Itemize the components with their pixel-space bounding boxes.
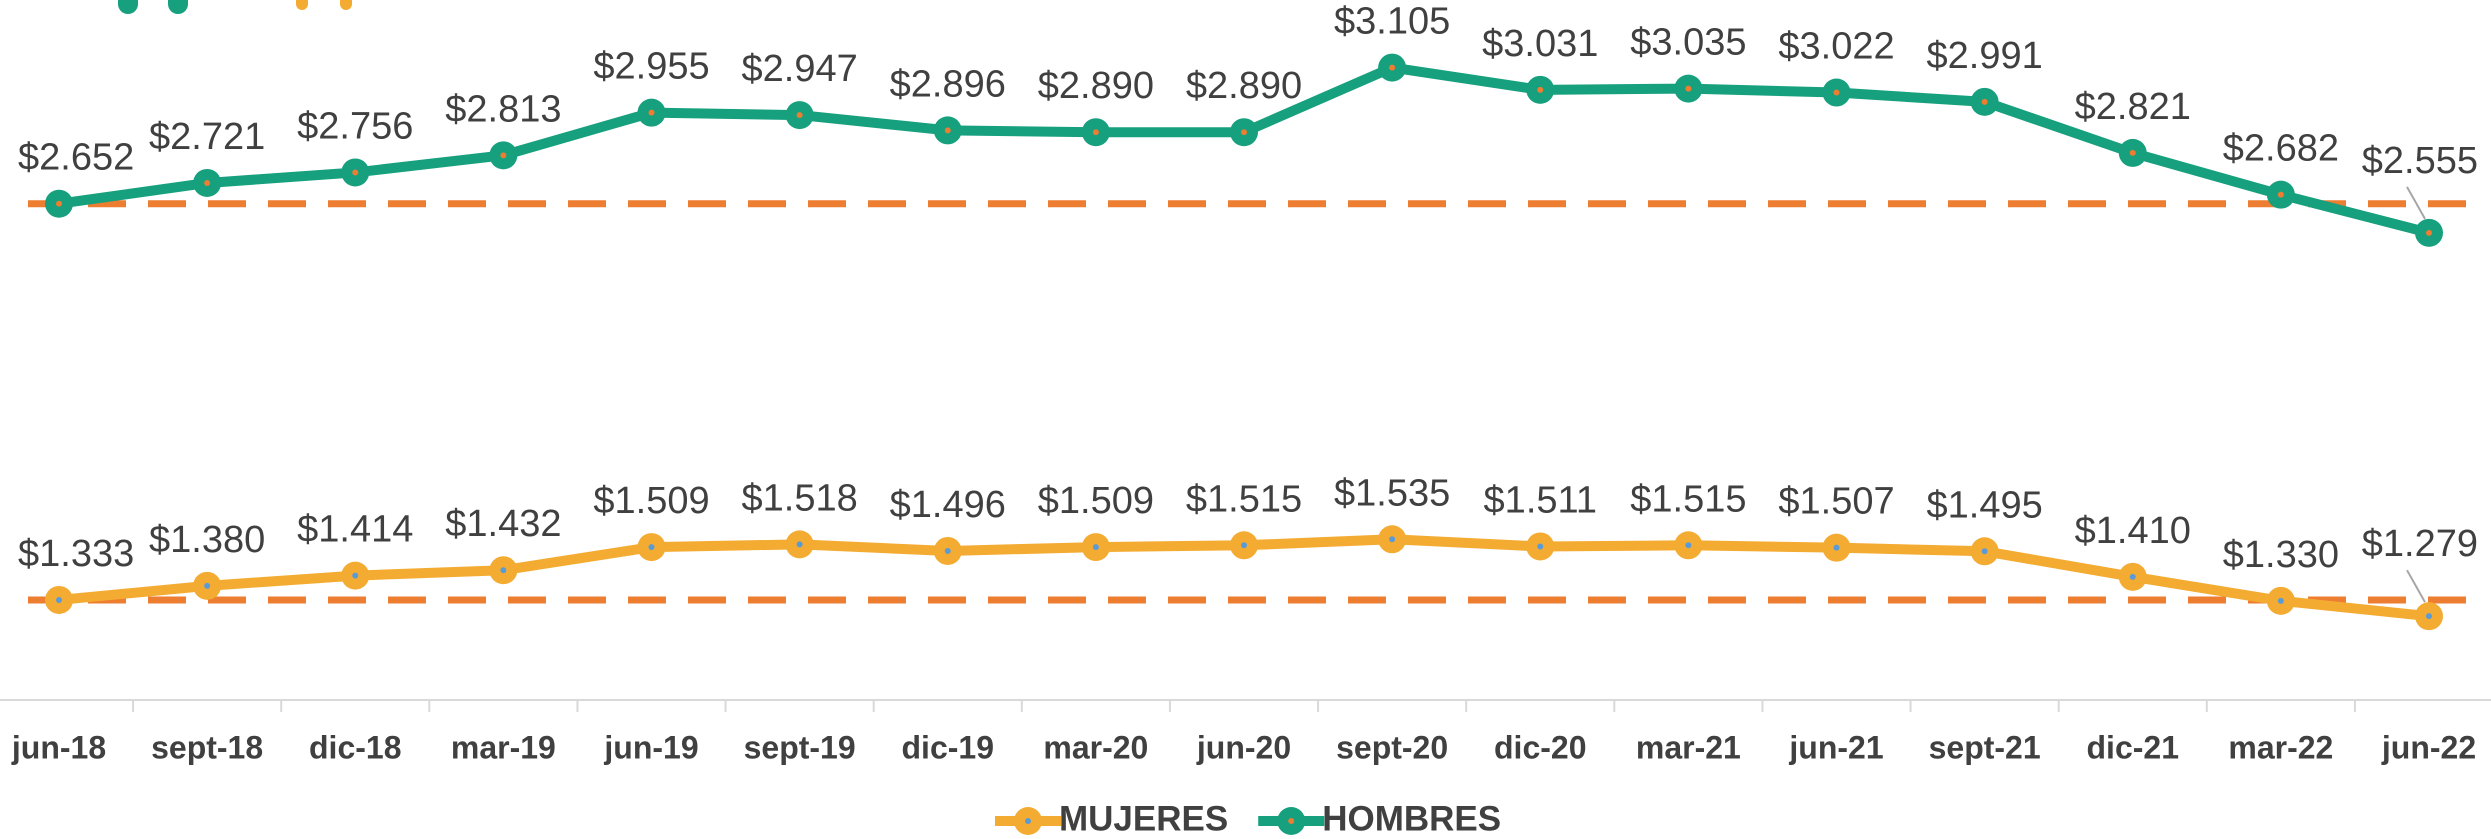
data-label: $1.333 xyxy=(18,533,134,575)
data-label: $1.507 xyxy=(1778,481,1894,523)
leader-line xyxy=(2406,186,2426,220)
data-label: $2.896 xyxy=(890,63,1006,105)
x-tick-label: mar-21 xyxy=(1636,729,1741,765)
point-dot xyxy=(500,152,507,159)
data-label: $1.410 xyxy=(2075,510,2191,552)
data-label: $2.991 xyxy=(1927,35,2043,77)
point-dot xyxy=(204,179,211,186)
x-tick-label: dic-20 xyxy=(1494,729,1586,765)
legend-label: HOMBRES xyxy=(1322,799,1501,838)
x-tick-label: dic-21 xyxy=(2087,729,2179,765)
point-dot xyxy=(1833,89,1840,96)
point-dot xyxy=(352,572,359,579)
data-label: $2.555 xyxy=(2362,140,2478,182)
point-dot xyxy=(500,567,507,574)
x-tick-label: sept-20 xyxy=(1336,729,1448,765)
leader-line xyxy=(2406,569,2426,603)
point-dot xyxy=(1389,64,1396,71)
x-tick-label: jun-20 xyxy=(1196,729,1291,765)
point-dot xyxy=(944,127,951,134)
data-label: $2.721 xyxy=(149,116,265,158)
point-dot xyxy=(648,544,655,551)
point-dot xyxy=(1685,542,1692,549)
x-tick-label: jun-19 xyxy=(603,729,698,765)
x-tick-label: jun-21 xyxy=(1788,729,1883,765)
point-dot xyxy=(796,112,803,119)
point-dot xyxy=(648,109,655,116)
data-label: $1.511 xyxy=(1484,480,1597,522)
data-label: $2.652 xyxy=(18,137,134,179)
x-tick-label: mar-22 xyxy=(2228,729,2333,765)
point-dot xyxy=(2426,613,2432,620)
point-dot xyxy=(1833,544,1840,551)
data-label: $1.515 xyxy=(1630,478,1746,520)
data-label: $1.496 xyxy=(890,484,1006,526)
point-dot xyxy=(1241,129,1247,136)
point-dot xyxy=(1537,86,1544,93)
point-dot xyxy=(352,169,359,176)
point-dot xyxy=(2129,149,2136,156)
x-tick-label: sept-19 xyxy=(744,729,856,765)
x-tick-label: jun-18 xyxy=(11,729,106,765)
data-label: $1.515 xyxy=(1186,478,1302,520)
x-tick-label: sept-21 xyxy=(1929,729,2041,765)
data-label: $2.682 xyxy=(2223,128,2339,170)
point-dot xyxy=(204,582,211,589)
legend-label: MUJERES xyxy=(1059,799,1228,838)
point-dot xyxy=(1092,544,1099,551)
x-tick-label: mar-20 xyxy=(1043,729,1148,765)
data-label: $2.756 xyxy=(297,105,413,147)
data-label: $2.947 xyxy=(742,48,858,90)
point-dot xyxy=(2277,597,2284,604)
data-label: $3.031 xyxy=(1482,23,1598,65)
point-dot xyxy=(1685,85,1692,92)
point-dot xyxy=(2277,191,2284,198)
point-dot xyxy=(1981,548,1988,555)
legend-dot xyxy=(1288,818,1295,824)
point-dot xyxy=(56,596,62,603)
legend-dot xyxy=(1025,818,1031,824)
data-label: $1.279 xyxy=(2362,523,2478,565)
data-label: $3.022 xyxy=(1778,26,1894,68)
point-dot xyxy=(1241,542,1247,549)
point-dot xyxy=(944,547,951,554)
data-label: $1.518 xyxy=(742,477,858,519)
data-label: $1.432 xyxy=(445,503,561,545)
x-tick-label: mar-19 xyxy=(451,729,556,765)
data-label: $1.330 xyxy=(2223,534,2339,576)
point-dot xyxy=(1537,543,1544,550)
point-dot xyxy=(2129,573,2136,580)
data-label: $3.035 xyxy=(1630,22,1746,64)
data-label: $1.535 xyxy=(1334,472,1450,514)
data-label: $2.821 xyxy=(2075,86,2191,128)
point-dot xyxy=(1389,536,1396,543)
data-label: $1.509 xyxy=(1038,480,1154,522)
data-label: $2.890 xyxy=(1186,65,1302,107)
x-tick-label: sept-18 xyxy=(151,729,263,765)
x-tick-label: dic-19 xyxy=(902,729,994,765)
point-dot xyxy=(2426,229,2432,236)
point-dot xyxy=(56,200,62,207)
data-label: $2.955 xyxy=(593,46,709,88)
data-label: $1.509 xyxy=(593,480,709,522)
data-label: $1.380 xyxy=(149,519,265,561)
data-label: $1.414 xyxy=(297,509,413,551)
data-label: $3.105 xyxy=(1334,1,1450,43)
x-tick-label: jun-22 xyxy=(2381,729,2476,765)
x-tick-label: dic-18 xyxy=(309,729,401,765)
data-label: $1.495 xyxy=(1927,484,2043,526)
data-label: $2.813 xyxy=(445,88,561,130)
data-label: $2.890 xyxy=(1038,65,1154,107)
point-dot xyxy=(1092,129,1099,136)
point-dot xyxy=(1981,98,1988,105)
logo-fragment xyxy=(118,0,352,14)
point-dot xyxy=(796,541,803,548)
